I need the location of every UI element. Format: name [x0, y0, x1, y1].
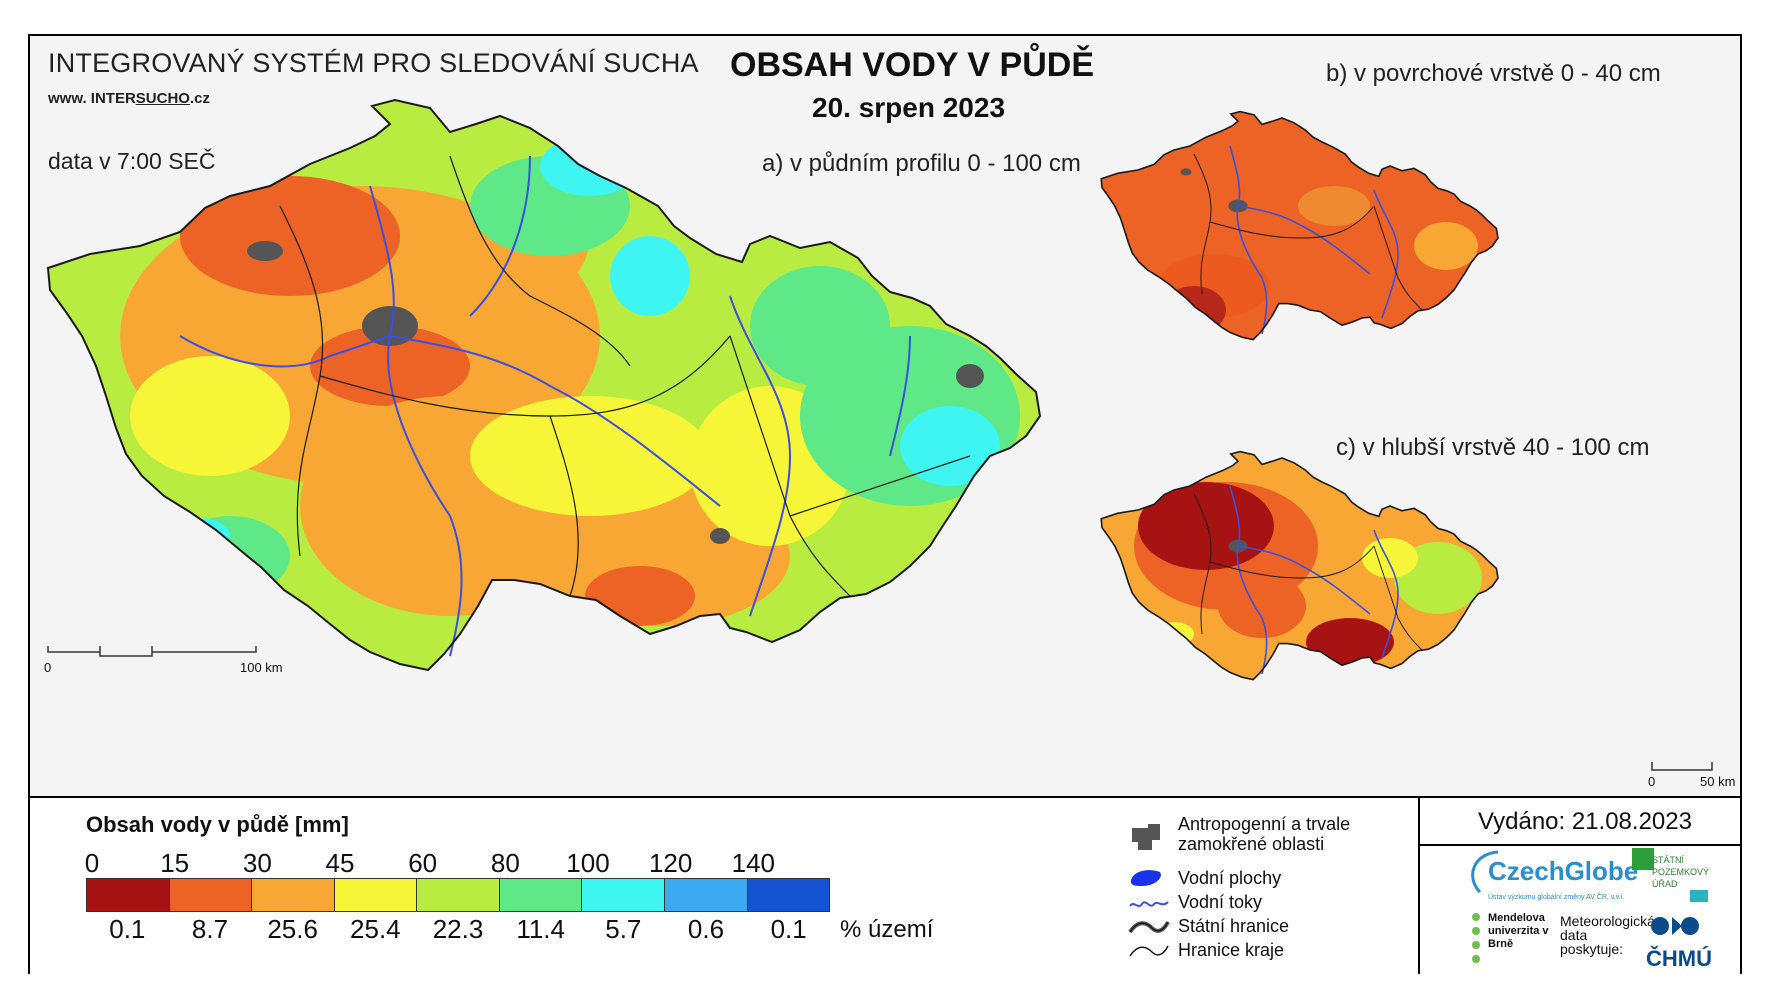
spu-logo: STÁTNÍ POZEMKOVÝ ÚŘAD — [1652, 855, 1710, 889]
mendel-logo-dots — [1472, 913, 1480, 963]
map-c — [1100, 450, 1499, 681]
czechglobe-logo-arc — [1471, 850, 1499, 894]
legend-percent-label: 25.4 — [350, 914, 401, 944]
map-a-surface — [48, 100, 1040, 670]
legend-percent-label: 0.1 — [770, 914, 807, 944]
legend-swatch — [498, 879, 582, 911]
main-title: OBSAH VODY V PŮDĚ — [730, 46, 1095, 84]
time-info: data v 7:00 SEČ — [48, 148, 216, 174]
legend-percent-label: 8.7 — [191, 914, 229, 944]
scale-main-end: 100 km — [240, 660, 283, 675]
region-border-icon — [1129, 945, 1169, 957]
issued-date: Vydáno: 21.08.2023 — [1478, 808, 1692, 835]
legend-swatch — [168, 879, 252, 911]
map-a — [47, 99, 1041, 671]
legend-percent-label: 0.1 — [109, 914, 146, 944]
chmu-logo: ČHMÚ — [1646, 946, 1712, 971]
legend-break-label: 45 — [325, 848, 355, 878]
website-link[interactable]: www. INTERSUCHO.cz — [48, 90, 210, 107]
label-water-bodies: Vodní plochy — [1178, 868, 1282, 888]
legend-break-label: 140 — [731, 848, 776, 878]
legend-percent-label: 11.4 — [516, 914, 565, 944]
legend-break-label: 80 — [490, 848, 520, 878]
legend-break-label: 15 — [160, 848, 190, 878]
legend-swatch — [416, 879, 499, 911]
label-state-border: Státní hranice — [1178, 916, 1290, 936]
map-c-label: c) v hlubší vrstvě 40 - 100 cm — [1336, 434, 1650, 461]
legend-break-label: 100 — [566, 848, 610, 878]
legend-percent-label: 22.3 — [432, 914, 484, 944]
legend-percent-label: 0.6 — [687, 914, 725, 944]
legend-swatch — [746, 879, 830, 911]
legend-break-label: 30 — [242, 848, 272, 878]
label-rivers: Vodní toky — [1178, 892, 1263, 912]
legend-swatch — [333, 879, 417, 911]
percent-unit: % území — [840, 916, 934, 943]
legend-color-bar — [86, 878, 830, 912]
map-a-rivers — [179, 155, 911, 657]
chmu-logo-icon — [1651, 917, 1699, 935]
mendel-logo: Mendelova univerzita v Brně — [1488, 912, 1549, 950]
legend-percent-label: 5.7 — [605, 914, 642, 944]
website-accent: SUCHO — [135, 90, 190, 107]
czechglobe-subtitle: Ústav výzkumu globální změny AV ČR, v.v.… — [1488, 894, 1625, 901]
map-a-regions — [279, 155, 971, 597]
state-border-icon — [1128, 921, 1170, 934]
map-b — [1100, 110, 1499, 341]
legend-title: Obsah vody v půdě [mm] — [86, 812, 349, 837]
river-icon — [1129, 901, 1169, 907]
legend-break-label: 0 — [84, 848, 100, 878]
legend-swatch — [251, 879, 334, 911]
issued-divider — [1420, 844, 1740, 846]
czechglobe-logo: CzechGlobe — [1488, 856, 1639, 886]
urban-icon — [1132, 824, 1160, 850]
map-frame: INTEGROVANÝ SYSTÉM PRO SLEDOVÁNÍ SUCHA w… — [28, 34, 1742, 974]
label-region-border: Hranice kraje — [1178, 940, 1285, 960]
legend-divider — [1418, 798, 1420, 974]
spu-logo-icon — [1632, 848, 1708, 902]
legend-swatch — [663, 879, 747, 911]
map-a-label: a) v půdním profilu 0 - 100 cm — [762, 150, 1081, 177]
main-date: 20. srpen 2023 — [812, 92, 1006, 123]
legend-swatch — [87, 879, 169, 911]
scale-small-start: 0 — [1648, 774, 1656, 789]
scale-small-end: 50 km — [1700, 774, 1736, 789]
legend-swatch — [581, 879, 664, 911]
scale-bar-main — [47, 646, 257, 657]
website-suffix: .cz — [189, 90, 210, 107]
label-anthropogenic: Antropogenní a trvale zamokřené oblasti — [1178, 814, 1351, 854]
legend-break-label: 120 — [648, 848, 693, 878]
map-area: INTEGROVANÝ SYSTÉM PRO SLEDOVÁNÍ SUCHA w… — [30, 36, 1740, 796]
legend-percent-label: 25.6 — [267, 914, 318, 944]
scale-bar-small — [1651, 762, 1713, 771]
meteo-provider-label: Meteorologická data poskytuje: — [1560, 913, 1655, 957]
website-prefix: www. INTER — [48, 90, 136, 107]
legend-panel: Obsah vody v půdě [mm] 0 15 30 45 60 80 100 120… — [30, 796, 1740, 974]
map-b-label: b) v povrchové vrstvě 0 - 40 cm — [1326, 60, 1661, 87]
system-title: INTEGROVANÝ SYSTÉM PRO SLEDOVÁNÍ SUCHA — [48, 48, 699, 78]
water-body-icon — [1130, 870, 1161, 886]
scale-main-start: 0 — [44, 660, 52, 675]
legend-break-label: 60 — [408, 848, 438, 878]
